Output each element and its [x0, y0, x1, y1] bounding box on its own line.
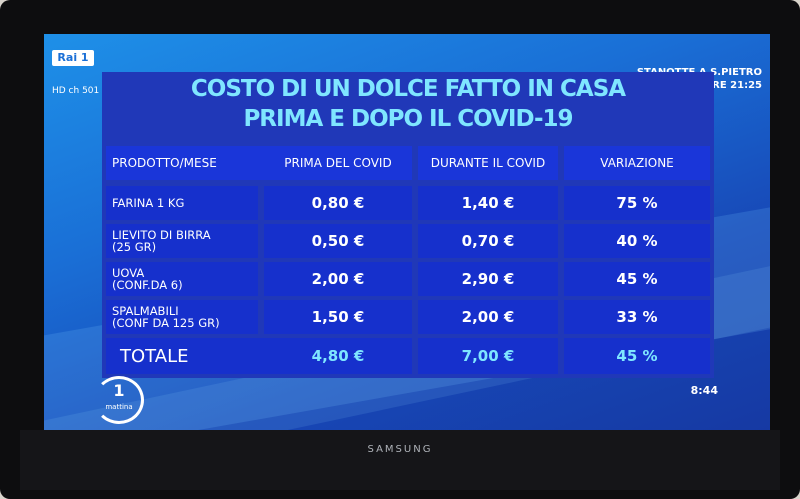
cell-variation: 33 %: [564, 300, 710, 334]
cell-during: 2,00 €: [418, 300, 558, 334]
header-during: DURANTE IL COVID: [418, 146, 558, 180]
total-before: 4,80 €: [264, 338, 412, 374]
cell-during: 2,90 €: [418, 262, 558, 296]
row-label-line-1: UOVA: [112, 266, 145, 280]
infographic-title-line-1: COSTO DI UN DOLCE FATTO IN CASA: [190, 76, 626, 102]
header-before: PRIMA DEL COVID: [264, 146, 412, 180]
cell-variation: 40 %: [564, 224, 710, 258]
infographic-title-line-2: PRIMA E DOPO IL COVID-19: [243, 106, 573, 132]
row-label-line-2: (25 GR): [112, 240, 157, 254]
total-label: TOTALE: [106, 338, 266, 374]
cell-during: 0,70 €: [418, 224, 558, 258]
row-label: UOVA (CONF.DA 6): [106, 262, 258, 296]
on-screen-clock: 8:44: [690, 384, 718, 397]
channel-logo: Rai 1: [52, 50, 94, 66]
cell-before: 0,50 €: [264, 224, 412, 258]
tv-bottom-bezel: [20, 430, 780, 490]
total-variation: 45 %: [564, 338, 710, 374]
program-logo-word: mattina: [105, 403, 133, 411]
cell-variation: 75 %: [564, 186, 710, 220]
row-label: FARINA 1 KG: [106, 186, 258, 220]
cell-variation: 45 %: [564, 262, 710, 296]
row-label: LIEVITO DI BIRRA (25 GR): [106, 224, 258, 258]
tv-brand-label: SAMSUNG: [367, 444, 433, 455]
header-product: PRODOTTO/MESE: [106, 146, 264, 180]
cell-before: 1,50 €: [264, 300, 412, 334]
row-label-line-1: LIEVITO DI BIRRA: [112, 228, 211, 242]
row-label-line-2: (CONF DA 125 GR): [112, 316, 220, 330]
row-label-line-1: SPALMABILI: [112, 304, 179, 318]
header-variation: VARIAZIONE: [564, 146, 710, 180]
row-label: SPALMABILI (CONF DA 125 GR): [106, 300, 258, 334]
cell-before: 0,80 €: [264, 186, 412, 220]
row-label-line-1: FARINA 1 KG: [112, 196, 185, 210]
total-during: 7,00 €: [418, 338, 558, 374]
tv-screen: Rai 1 HD ch 501 STANOTTE A S.PIETRO QUES…: [44, 34, 770, 430]
row-label-line-2: (CONF.DA 6): [112, 278, 183, 292]
cell-during: 1,40 €: [418, 186, 558, 220]
program-logo: 1 mattina: [94, 376, 144, 424]
hd-channel-label: HD ch 501: [52, 86, 100, 96]
program-logo-number: 1: [113, 381, 125, 400]
cell-before: 2,00 €: [264, 262, 412, 296]
